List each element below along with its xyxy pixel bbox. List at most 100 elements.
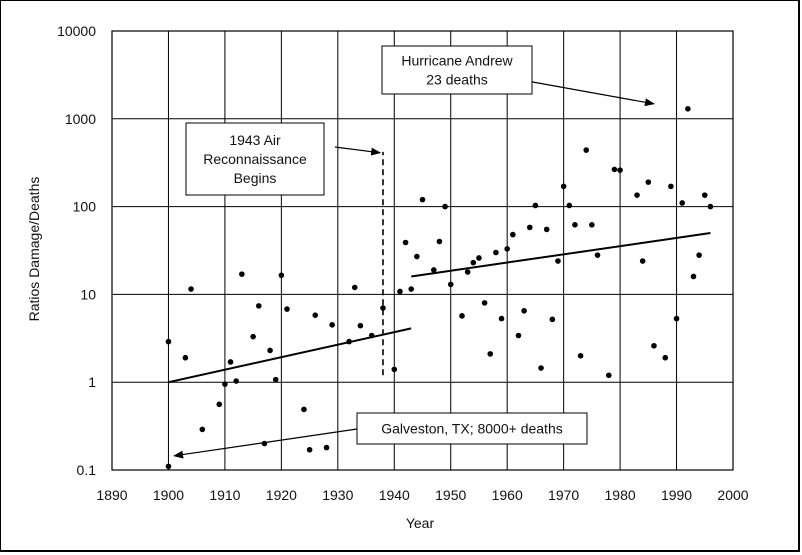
x-tick-label: 1990 [661,487,692,503]
annotation-arrow [173,428,358,459]
x-tick-label: 2000 [717,487,748,503]
data-point [701,192,708,198]
annotation-box [381,45,533,95]
data-point [312,312,319,318]
plot-border [111,30,734,471]
data-point [577,352,584,359]
data-point [521,308,527,314]
data-point [685,105,691,112]
data-point [216,401,223,408]
data-point [323,444,330,451]
data-point [589,222,595,228]
annotation-box [356,412,588,445]
data-point [233,378,239,384]
data-point [487,351,494,357]
x-tick-label: 1910 [209,487,240,503]
data-point [572,222,578,228]
data-point [651,342,657,349]
data-point [543,226,550,233]
x-axis-label: Year [406,515,435,531]
data-point [566,202,573,209]
x-tick-label: 1980 [605,487,636,503]
data-point [532,202,539,209]
data-point [447,281,454,288]
x-tick-label: 1920 [266,487,297,503]
x-tick-label: 1900 [153,487,184,503]
data-point [526,224,533,231]
data-point [707,203,714,210]
y-tick-label: 100 [73,199,97,215]
data-point [301,406,307,413]
data-point [222,381,228,387]
data-point [634,192,640,198]
data-points [165,105,714,470]
data-point [306,446,313,453]
gridlines [111,30,734,471]
data-point [606,372,612,379]
y-tick-label: 0.1 [77,462,97,478]
annotation-text: 23 deaths [426,72,488,88]
data-point [267,347,273,354]
data-point [476,255,482,261]
data-point [464,269,471,275]
data-point [690,273,697,280]
data-point [470,259,477,266]
data-point [408,286,415,292]
data-point [272,376,279,383]
y-tick-label: 10000 [57,23,96,39]
annotations: Hurricane Andrew 23 deaths 1943 Air Reconna… [173,45,655,459]
annotation-text: Galveston, TX; 8000+ deaths [381,421,562,437]
annotation-text: Reconnaissance [203,151,307,167]
data-point [357,322,364,329]
data-point [278,272,285,279]
data-point [515,332,522,339]
data-point [662,354,669,361]
y-tick-label: 1 [88,374,96,390]
data-point [510,231,516,238]
data-point [560,183,567,190]
data-point [617,167,623,173]
data-point [611,166,618,173]
data-point [329,322,335,328]
data-point [380,305,386,311]
x-tick-label: 1940 [379,487,410,503]
annotation-andrew: Hurricane Andrew 23 deaths [381,45,655,107]
data-point [668,183,674,190]
data-point [442,203,448,210]
data-point [255,303,262,309]
data-point [368,332,375,339]
data-point [165,338,172,345]
y-axis-label: Ratios Damage/Deaths [26,177,42,322]
data-point [199,426,206,433]
data-point [414,253,420,260]
data-point [346,338,352,345]
data-point [639,258,646,264]
data-point [696,252,702,258]
data-point [498,315,505,322]
y-axis-tick-labels: 0.1 1 10 100 1000 10000 [57,23,96,478]
data-point [549,316,556,323]
data-point [679,200,685,206]
data-point [673,315,680,322]
x-tick-label: 1890 [96,487,127,503]
x-tick-label: 1930 [322,487,353,503]
annotation-galveston: Galveston, TX; 8000+ deaths [173,412,588,459]
data-point [583,147,590,153]
y-tick-label: 1000 [65,111,96,127]
data-point [165,463,172,470]
data-point [188,286,194,292]
annotation-text: Hurricane Andrew [401,53,513,69]
data-point [538,365,544,371]
data-point [436,238,443,245]
data-point [397,288,403,295]
x-axis-tick-labels: 1890 1900 1910 1920 1930 1940 1950 1960 1970 1980… [96,487,748,503]
data-point [351,284,358,291]
data-point [419,196,426,203]
data-point [594,252,601,258]
data-point [555,258,561,264]
data-point [239,271,245,277]
data-point [402,239,409,246]
data-point [227,359,234,365]
